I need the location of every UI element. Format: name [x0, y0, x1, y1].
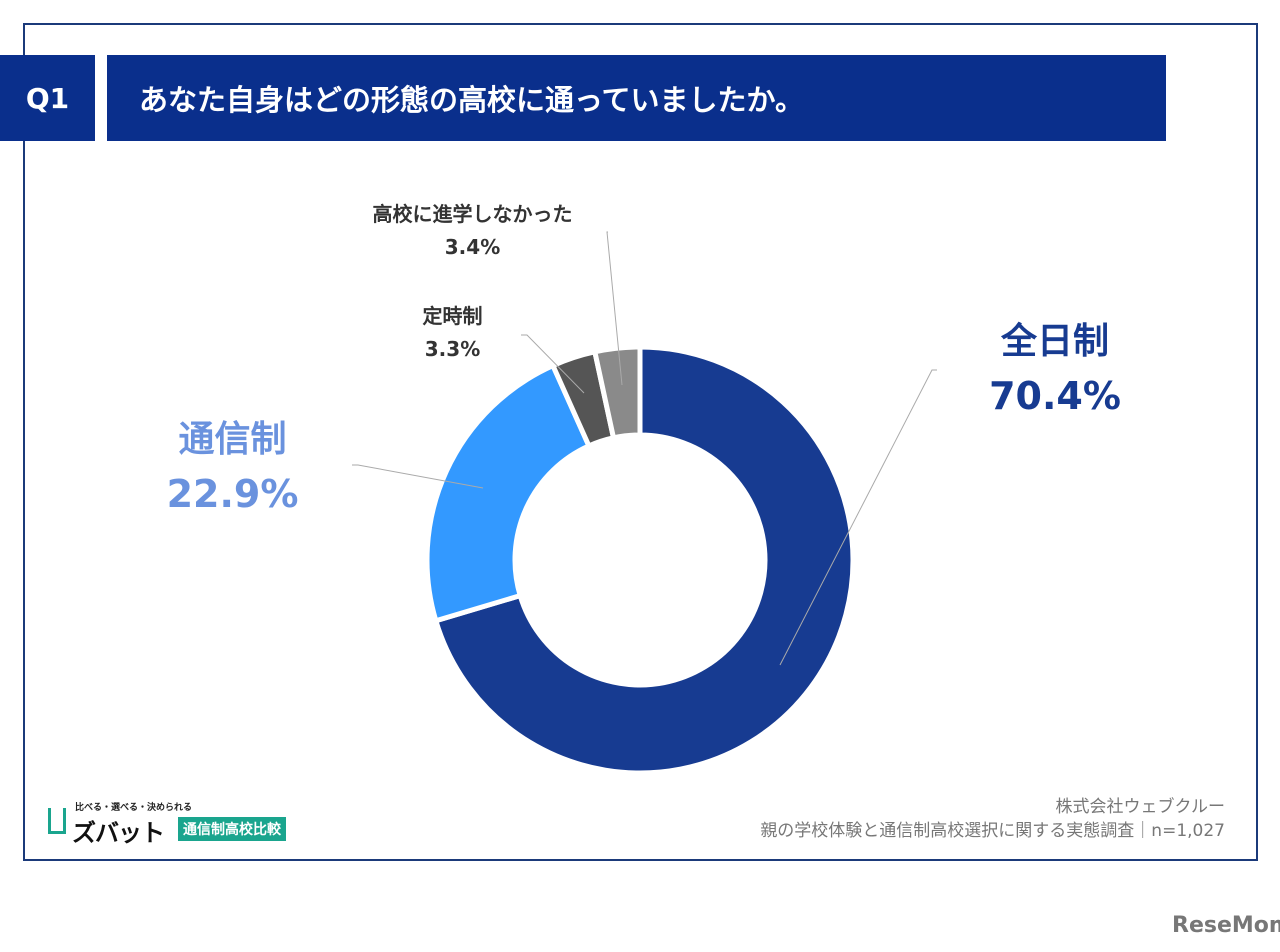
leader-line-1 — [352, 464, 484, 489]
value-label: 70.4% — [989, 374, 1121, 418]
logo-tagline: 比べる・選べる・決められる — [75, 803, 193, 813]
category-label: 通信制 — [178, 419, 287, 460]
category-label: 高校に進学しなかった — [372, 202, 573, 226]
slice-1 — [424, 362, 593, 624]
label-zennichi: 全日制 70.4% — [975, 312, 1135, 418]
chart-frame — [23, 23, 1258, 861]
value-label: 3.4% — [444, 235, 501, 259]
leader-line-3 — [606, 231, 623, 386]
source-company: 株式会社ウェブクルー — [1055, 797, 1226, 817]
label-teiji: 定時制 3.3% — [400, 300, 505, 361]
leader-line-2 — [521, 334, 585, 394]
logo-name: ズバット — [72, 819, 165, 847]
value-label: 3.3% — [424, 337, 481, 361]
slice-3 — [591, 344, 643, 441]
logo-icon — [48, 808, 66, 834]
value-label: 22.9% — [166, 472, 299, 516]
logo-badge: 通信制高校比較 — [178, 817, 286, 841]
question-title: あなた自身はどの形態の高校に通っていましたか。 — [107, 55, 1166, 141]
category-label: 定時制 — [422, 304, 483, 328]
category-label: 全日制 — [1000, 321, 1109, 362]
slice-0 — [432, 344, 856, 776]
leader-line-0 — [779, 369, 937, 666]
label-tsushin: 通信制 22.9% — [150, 410, 315, 516]
question-number: Q1 — [0, 55, 95, 141]
source-survey: 親の学校体験と通信制高校選択に関する実態調査｜n=1,027 — [760, 821, 1225, 841]
label-none: 高校に進学しなかった 3.4% — [340, 198, 605, 259]
watermark: ReseMom — [1172, 913, 1280, 938]
